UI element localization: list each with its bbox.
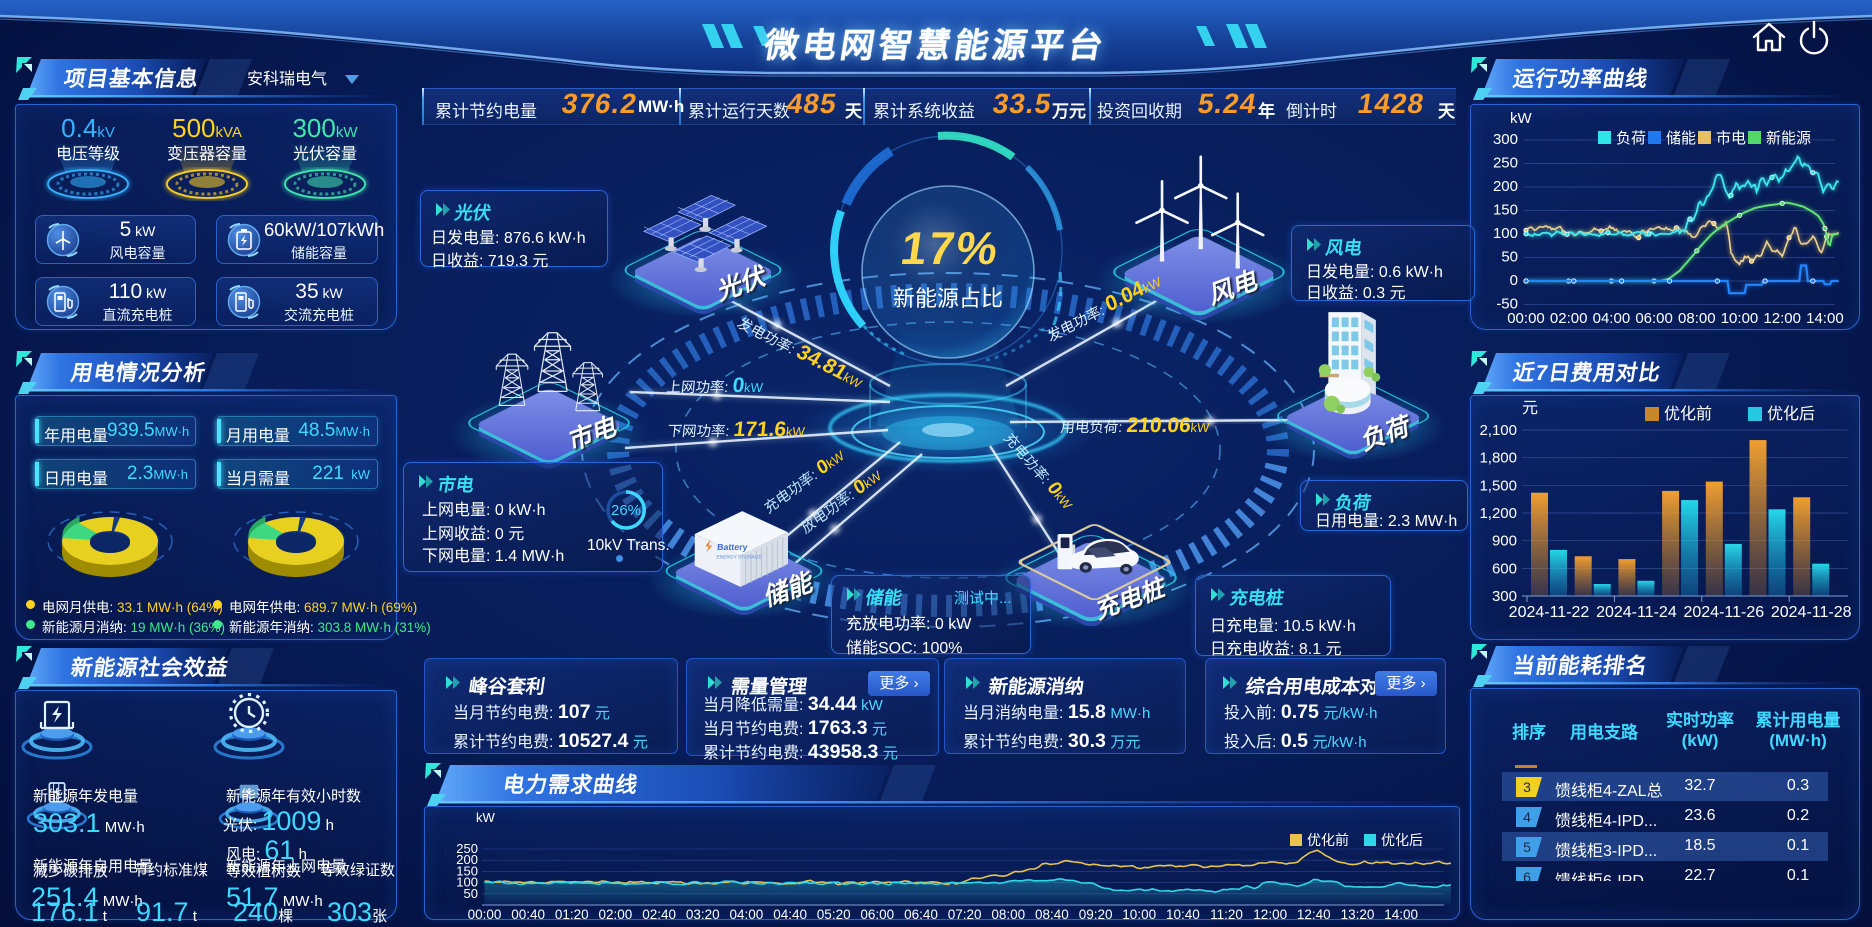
svg-text:2,100: 2,100: [1479, 422, 1517, 439]
svg-text:上网功率: 0kW: 上网功率: 0kW: [665, 374, 765, 397]
svg-text:09:20: 09:20: [1079, 907, 1113, 922]
svg-text:储能: 储能: [1666, 130, 1696, 147]
svg-text:2024-11-28: 2024-11-28: [1771, 604, 1852, 621]
svg-text:100: 100: [456, 875, 478, 890]
svg-text:当前能耗排名: 当前能耗排名: [1511, 653, 1650, 678]
svg-text:14:00: 14:00: [1384, 907, 1418, 922]
svg-text:6: 6: [1523, 869, 1531, 881]
svg-text:元: 元: [1522, 400, 1538, 417]
svg-text:3: 3: [1523, 779, 1531, 795]
svg-text:08:00: 08:00: [1678, 310, 1716, 327]
svg-text:06:00: 06:00: [860, 907, 894, 922]
svg-text:08:00: 08:00: [991, 907, 1025, 922]
svg-text:12:00: 12:00: [1763, 310, 1801, 327]
svg-text:13:20: 13:20: [1341, 907, 1375, 922]
svg-text:04:00: 04:00: [730, 907, 764, 922]
svg-text:2024-11-26: 2024-11-26: [1683, 604, 1764, 621]
svg-text:10:00: 10:00: [1122, 907, 1156, 922]
svg-text:12:00: 12:00: [1253, 907, 1287, 922]
svg-text:06:40: 06:40: [904, 907, 938, 922]
svg-text:0.4kV: 0.4kV: [61, 113, 115, 143]
svg-text:优化前: 优化前: [1664, 405, 1712, 423]
svg-text:12:40: 12:40: [1297, 907, 1331, 922]
svg-text:新能源: 新能源: [1766, 130, 1811, 147]
svg-text:200: 200: [456, 852, 478, 867]
svg-text:06:00: 06:00: [1635, 310, 1673, 327]
svg-text:150: 150: [456, 863, 478, 878]
svg-text:4: 4: [1523, 809, 1531, 825]
svg-text:250: 250: [1493, 155, 1518, 172]
svg-text:负荷: 负荷: [1616, 130, 1646, 147]
svg-text:安科瑞电气: 安科瑞电气: [247, 70, 327, 88]
svg-text:0: 0: [1510, 272, 1518, 289]
svg-text:50: 50: [464, 886, 478, 901]
svg-text:03:20: 03:20: [686, 907, 720, 922]
svg-text:300: 300: [1493, 131, 1518, 148]
svg-text:2024-11-24: 2024-11-24: [1596, 604, 1677, 621]
svg-text:新能源占比: 新能源占比: [893, 286, 1003, 311]
svg-text:00:00: 00:00: [468, 907, 502, 922]
svg-text:Battery: Battery: [717, 542, 748, 552]
svg-text:200: 200: [1493, 178, 1518, 195]
svg-text:用电负荷: 210.06kW: 用电负荷: 210.06kW: [1059, 414, 1211, 437]
svg-text:14:00: 14:00: [1806, 310, 1844, 327]
svg-text:04:00: 04:00: [1593, 310, 1631, 327]
svg-text:04:40: 04:40: [773, 907, 807, 922]
svg-text:07:20: 07:20: [948, 907, 982, 922]
svg-text:优化后: 优化后: [1381, 832, 1423, 848]
svg-text:11:20: 11:20: [1210, 907, 1243, 922]
svg-text:kW: kW: [1510, 110, 1533, 127]
svg-text:100: 100: [1493, 225, 1518, 242]
svg-text:00:40: 00:40: [511, 907, 545, 922]
svg-text:05:20: 05:20: [817, 907, 851, 922]
svg-text:02:00: 02:00: [599, 907, 633, 922]
svg-text:01:20: 01:20: [555, 907, 589, 922]
svg-text:光伏容量: 光伏容量: [293, 145, 357, 163]
svg-text:2024-11-22: 2024-11-22: [1509, 604, 1590, 621]
svg-text:00:00: 00:00: [1507, 310, 1545, 327]
svg-text:项目基本信息: 项目基本信息: [62, 66, 201, 91]
svg-text:下网功率: 171.6kW: 下网功率: 171.6kW: [666, 418, 806, 441]
svg-text:运行功率曲线: 运行功率曲线: [1511, 66, 1650, 91]
svg-text:电压等级: 电压等级: [56, 145, 120, 163]
svg-text:新能源社会效益: 新能源社会效益: [69, 655, 230, 680]
svg-text:08:40: 08:40: [1035, 907, 1069, 922]
svg-text:600: 600: [1492, 560, 1517, 577]
svg-text:02:40: 02:40: [642, 907, 676, 922]
svg-text:250: 250: [456, 841, 478, 856]
svg-text:150: 150: [1493, 202, 1518, 219]
svg-text:300kW: 300kW: [292, 113, 358, 143]
svg-text:900: 900: [1492, 533, 1517, 550]
svg-text:26%: 26%: [611, 502, 641, 519]
svg-text:市电: 市电: [1716, 130, 1746, 147]
svg-text:02:00: 02:00: [1550, 310, 1588, 327]
svg-text:1,200: 1,200: [1479, 505, 1517, 522]
svg-text:5: 5: [1523, 839, 1531, 855]
svg-text:1,800: 1,800: [1479, 450, 1517, 467]
svg-text:ENERGY STORAGE: ENERGY STORAGE: [716, 555, 762, 561]
svg-text:变压器容量: 变压器容量: [167, 145, 247, 163]
svg-text:10:40: 10:40: [1166, 907, 1200, 922]
svg-text:300: 300: [1492, 588, 1517, 605]
svg-text:-50: -50: [1496, 296, 1518, 313]
svg-text:50: 50: [1501, 249, 1518, 266]
svg-text:优化前: 优化前: [1307, 832, 1349, 848]
svg-text:1,500: 1,500: [1479, 477, 1517, 494]
svg-text:500kVA: 500kVA: [172, 113, 242, 143]
svg-text:优化后: 优化后: [1767, 405, 1815, 423]
svg-text:17%: 17%: [898, 222, 1003, 274]
svg-text:10:00: 10:00: [1721, 310, 1759, 327]
svg-text:用电情况分析: 用电情况分析: [69, 360, 208, 385]
svg-text:电力需求曲线: 电力需求曲线: [501, 772, 640, 797]
svg-text:近7日费用对比: 近7日费用对比: [1511, 360, 1663, 385]
svg-text:kW: kW: [476, 810, 496, 825]
